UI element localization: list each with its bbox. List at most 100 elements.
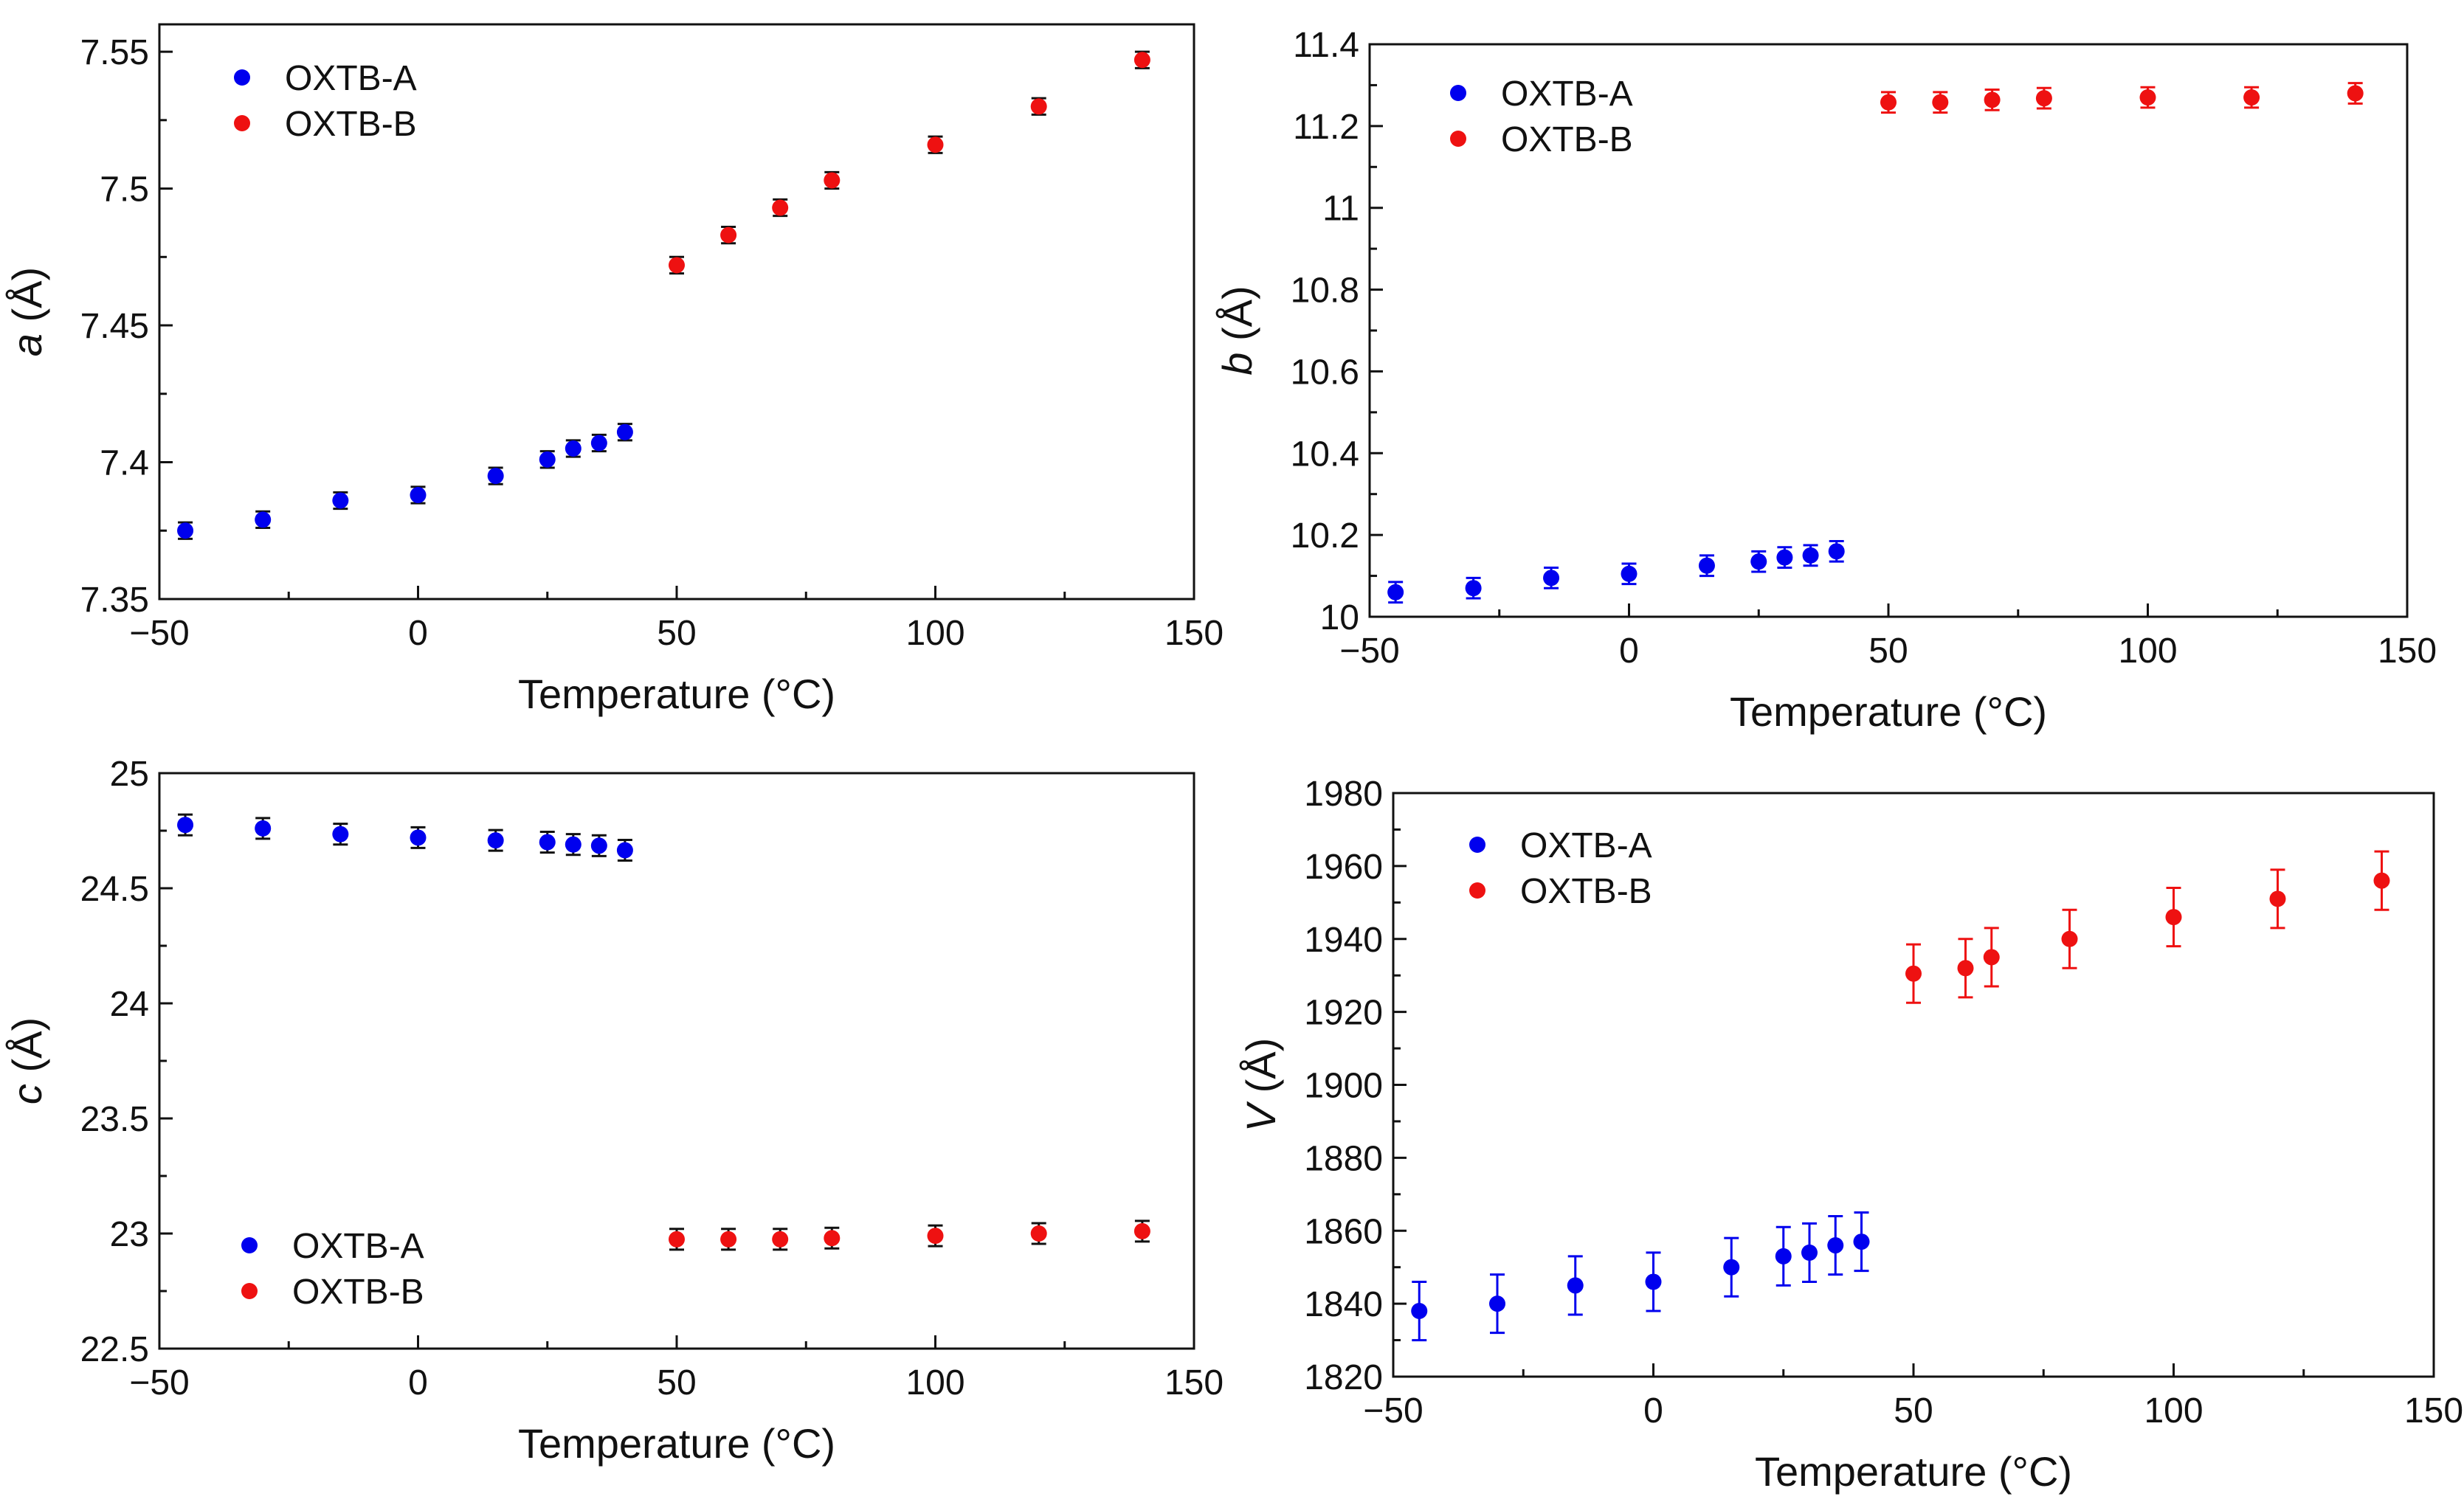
y-axis-symbol: a xyxy=(4,333,50,356)
y-tick-label: 1880 xyxy=(1304,1139,1383,1178)
data-point xyxy=(1853,1234,1870,1250)
data-point xyxy=(2243,89,2260,106)
x-axis-label: Temperature (°C) xyxy=(1755,1448,2072,1495)
data-point xyxy=(1567,1277,1584,1294)
x-tick-label: 0 xyxy=(408,1363,428,1402)
data-point xyxy=(720,226,737,243)
data-point xyxy=(332,492,349,509)
y-tick-label: 23.5 xyxy=(80,1100,149,1139)
x-axis-label: Temperature (°C) xyxy=(518,1420,835,1467)
data-point xyxy=(539,451,556,468)
y-tick-label: 23 xyxy=(110,1215,149,1254)
y-tick-label: 7.4 xyxy=(100,444,149,483)
legend-marker xyxy=(1469,837,1485,853)
panel-a-lattice: −50 0 50 100 150 7.35 7.4 7.45 7.5 7.55 Temperatur… xyxy=(4,23,1224,717)
data-point xyxy=(177,817,194,834)
legend-label: OXTB-B xyxy=(1520,872,1652,911)
data-point xyxy=(2061,930,2078,947)
data-point xyxy=(1621,565,1638,582)
x-tick-label: 150 xyxy=(2404,1391,2463,1430)
x-tick-label: −50 xyxy=(1363,1391,1423,1430)
series-oxtb-a xyxy=(1387,539,1845,604)
data-point xyxy=(1932,94,1949,111)
y-tick-label: 1900 xyxy=(1304,1067,1383,1106)
y-tick-label: 7.55 xyxy=(80,33,149,72)
y-axis-label: a (Å) xyxy=(4,267,50,356)
y-tick-label: 24 xyxy=(110,985,149,1024)
data-point xyxy=(720,1231,737,1248)
legend-label: OXTB-A xyxy=(1520,826,1652,865)
legend-label: OXTB-B xyxy=(292,1273,424,1312)
y-tick-label: 1940 xyxy=(1304,921,1383,960)
data-point xyxy=(2035,90,2052,107)
y-axis-unit: (Å) xyxy=(1214,286,1260,341)
x-tick-label: 0 xyxy=(408,614,428,653)
y-tick-label: 25 xyxy=(110,755,149,794)
data-point xyxy=(2373,872,2390,889)
y-axis-symbol: b xyxy=(1214,353,1260,376)
series-oxtb-b xyxy=(1905,850,2390,1004)
legend-label: OXTB-A xyxy=(1501,75,1633,114)
data-point xyxy=(177,522,194,539)
y-axis-unit: (Å) xyxy=(1238,1038,1284,1093)
data-point xyxy=(772,199,789,216)
y-tick-label: 7.5 xyxy=(100,170,149,210)
x-tick-label: −50 xyxy=(129,614,189,653)
x-tick-label: 0 xyxy=(1643,1391,1663,1430)
data-point xyxy=(1411,1303,1428,1320)
data-point xyxy=(669,257,685,274)
legend: OXTB-A OXTB-B xyxy=(234,59,417,144)
legend: OXTB-A OXTB-B xyxy=(1469,826,1652,911)
data-point xyxy=(1387,584,1404,601)
y-tick-label: 24.5 xyxy=(80,870,149,909)
data-point xyxy=(927,1228,944,1245)
data-point xyxy=(1465,580,1482,597)
legend: OXTB-A OXTB-B xyxy=(241,1227,424,1312)
data-point xyxy=(539,834,556,851)
data-point xyxy=(927,136,944,153)
x-tick-label: 50 xyxy=(657,614,696,653)
y-tick-label: 10.8 xyxy=(1291,271,1359,311)
data-point xyxy=(590,837,607,854)
x-tick-label: 50 xyxy=(1894,1391,1933,1430)
y-tick-label: 11.4 xyxy=(1293,26,1359,65)
data-point xyxy=(1133,1222,1150,1239)
y-tick-label: 1820 xyxy=(1304,1358,1383,1397)
x-axis-label: Temperature (°C) xyxy=(518,671,835,717)
y-tick-label: 7.35 xyxy=(80,581,149,620)
y-tick-label: 7.45 xyxy=(80,307,149,346)
y-axis-unit: (Å) xyxy=(4,1017,50,1073)
data-point xyxy=(1133,52,1150,69)
data-point xyxy=(616,423,633,440)
data-point xyxy=(824,172,841,189)
series-oxtb-b xyxy=(669,50,1150,275)
data-point xyxy=(1698,557,1715,574)
x-tick-label: 150 xyxy=(1164,1363,1224,1402)
data-point xyxy=(616,842,633,859)
y-tick-label: 10.4 xyxy=(1291,435,1359,474)
y-tick-label: 10 xyxy=(1320,598,1359,637)
data-point xyxy=(590,435,607,452)
y-tick-label: 22.5 xyxy=(80,1330,149,1369)
y-tick-label: 10.2 xyxy=(1291,516,1359,556)
y-tick-label: 1840 xyxy=(1304,1285,1383,1324)
data-point xyxy=(1905,965,1922,982)
x-tick-label: 150 xyxy=(1164,614,1224,653)
legend-marker xyxy=(234,69,250,86)
x-tick-label: 150 xyxy=(2378,632,2437,671)
x-tick-label: 0 xyxy=(1619,632,1639,671)
series-oxtb-a xyxy=(177,423,633,540)
legend-label: OXTB-B xyxy=(1501,120,1633,159)
y-axis-label: c (Å) xyxy=(4,1017,50,1104)
data-point xyxy=(1984,91,2001,108)
data-point xyxy=(1983,949,2000,966)
legend-marker xyxy=(1469,882,1485,899)
data-point xyxy=(1802,547,1819,564)
y-tick-label: 1960 xyxy=(1304,848,1383,887)
legend-marker xyxy=(234,115,250,131)
data-point xyxy=(1827,1237,1844,1254)
data-point xyxy=(1776,549,1793,566)
data-point xyxy=(1030,1225,1047,1242)
y-tick-label: 1860 xyxy=(1304,1212,1383,1251)
